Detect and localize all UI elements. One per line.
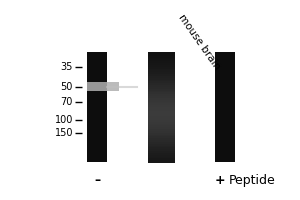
Bar	[148, 109, 175, 111]
Bar	[148, 72, 175, 74]
Bar	[148, 133, 175, 135]
Bar	[148, 116, 175, 118]
Text: 35: 35	[61, 62, 73, 72]
Bar	[148, 127, 175, 130]
Bar	[148, 111, 175, 113]
Bar	[148, 65, 175, 67]
Text: –: –	[94, 174, 100, 187]
Bar	[148, 112, 175, 115]
Bar	[148, 105, 175, 107]
Bar	[148, 81, 175, 84]
Bar	[148, 68, 175, 71]
Bar	[148, 129, 175, 131]
Bar	[148, 61, 175, 64]
Bar	[148, 138, 175, 141]
Text: mouse brain: mouse brain	[177, 12, 222, 71]
Bar	[148, 85, 175, 87]
Bar	[148, 107, 175, 109]
Bar	[148, 158, 175, 161]
Text: 70: 70	[61, 97, 73, 107]
Text: 50: 50	[61, 82, 73, 92]
Bar	[148, 125, 175, 128]
Bar	[148, 134, 175, 137]
Bar	[148, 103, 175, 106]
Bar	[148, 56, 175, 58]
Bar	[148, 92, 175, 95]
Bar	[148, 89, 175, 91]
Bar	[148, 155, 175, 157]
Bar	[148, 58, 175, 60]
Bar	[148, 63, 175, 65]
Bar	[148, 136, 175, 139]
Text: Peptide: Peptide	[229, 174, 275, 187]
Bar	[148, 83, 175, 85]
Bar	[87, 52, 107, 162]
Bar	[148, 100, 175, 102]
Bar	[148, 98, 175, 100]
Bar	[148, 114, 175, 117]
Bar	[148, 151, 175, 153]
Bar	[148, 67, 175, 69]
Bar	[148, 102, 175, 104]
Bar	[87, 82, 119, 91]
Bar	[148, 140, 175, 142]
Bar	[148, 153, 175, 155]
Bar	[215, 52, 235, 162]
Bar	[148, 147, 175, 150]
Bar	[148, 90, 175, 93]
Text: 150: 150	[55, 128, 73, 138]
Bar	[148, 94, 175, 97]
Bar	[148, 122, 175, 124]
Bar	[148, 76, 175, 78]
Bar	[148, 160, 175, 162]
Bar	[148, 74, 175, 76]
Bar	[148, 149, 175, 152]
Text: +: +	[215, 174, 225, 187]
Bar	[148, 120, 175, 122]
Text: 100: 100	[55, 115, 73, 125]
Bar	[148, 146, 175, 148]
Bar	[148, 156, 175, 159]
Bar	[148, 59, 175, 62]
Bar	[148, 54, 175, 56]
Bar	[148, 96, 175, 98]
Bar	[148, 123, 175, 126]
Bar	[148, 79, 175, 82]
Bar	[85, 52, 270, 162]
Bar	[148, 142, 175, 144]
Bar	[148, 118, 175, 120]
Bar	[148, 52, 175, 54]
Bar	[148, 78, 175, 80]
Bar	[148, 87, 175, 89]
Bar	[148, 144, 175, 146]
Bar	[148, 131, 175, 133]
Bar	[148, 70, 175, 73]
